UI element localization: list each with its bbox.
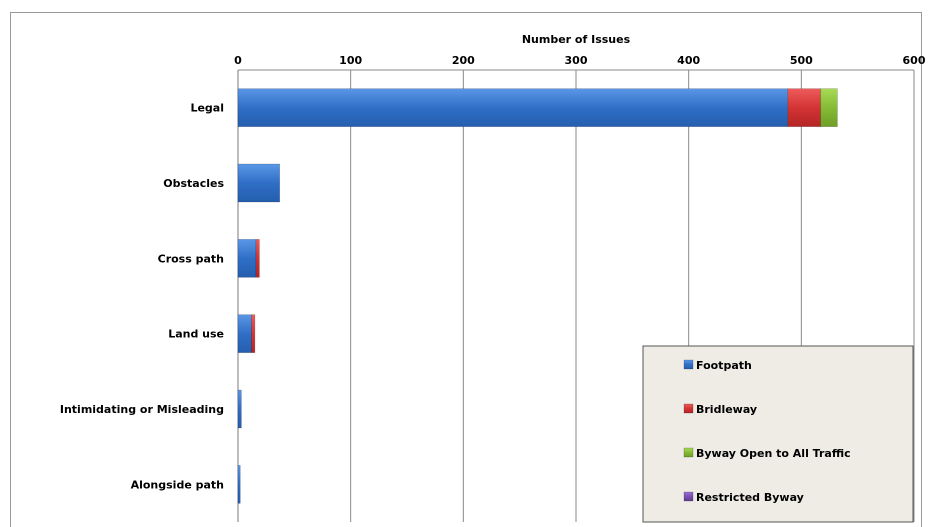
x-tick-label: 0	[234, 54, 242, 67]
bar-segment	[237, 465, 241, 504]
bar-segment	[251, 314, 256, 353]
category-label: Land use	[168, 328, 224, 341]
x-tick-label: 200	[452, 54, 475, 67]
legend-label: Restricted Byway	[696, 491, 804, 504]
gridlines	[237, 69, 915, 522]
bar-segment	[255, 239, 260, 278]
category-labels: Legal Obstacles Cross path Land use Intimida…	[60, 102, 225, 492]
bar-segment	[787, 88, 821, 127]
legend-swatch	[683, 447, 694, 458]
x-tick-labels: 0 100 200 300 400 500 600	[234, 54, 926, 67]
bar-segment	[237, 239, 257, 278]
legend-label: Byway Open to All Traffic	[696, 447, 851, 460]
legend-swatch	[683, 491, 694, 502]
x-tick-label: 600	[903, 54, 926, 67]
legend-label: Bridleway	[696, 403, 757, 416]
bar-segment	[237, 163, 280, 203]
x-axis-title: Number of Issues	[522, 33, 631, 46]
x-tick-label: 100	[339, 54, 362, 67]
chart-frame	[10, 12, 922, 527]
bars	[237, 88, 838, 504]
x-tick-label: 400	[677, 54, 700, 67]
category-label: Cross path	[158, 252, 224, 265]
category-label: Intimidating or Misleading	[60, 403, 224, 416]
legend-items: Footpath Bridleway Byway Open to All Traff…	[683, 359, 851, 504]
bar-segment	[237, 314, 252, 353]
category-label: Legal	[190, 102, 224, 115]
category-label: Obstacles	[163, 177, 224, 190]
legend: Footpath Bridleway Byway Open to All Traff…	[642, 345, 914, 523]
category-label: Alongside path	[131, 478, 224, 491]
x-tick-label: 500	[790, 54, 813, 67]
legend-swatch	[683, 359, 694, 370]
bar-segment	[820, 88, 838, 127]
legend-label: Footpath	[696, 359, 752, 372]
x-tick-label: 300	[565, 54, 588, 67]
bar-segment	[237, 88, 789, 127]
bar-segment	[237, 389, 242, 429]
legend-swatch	[683, 403, 694, 414]
